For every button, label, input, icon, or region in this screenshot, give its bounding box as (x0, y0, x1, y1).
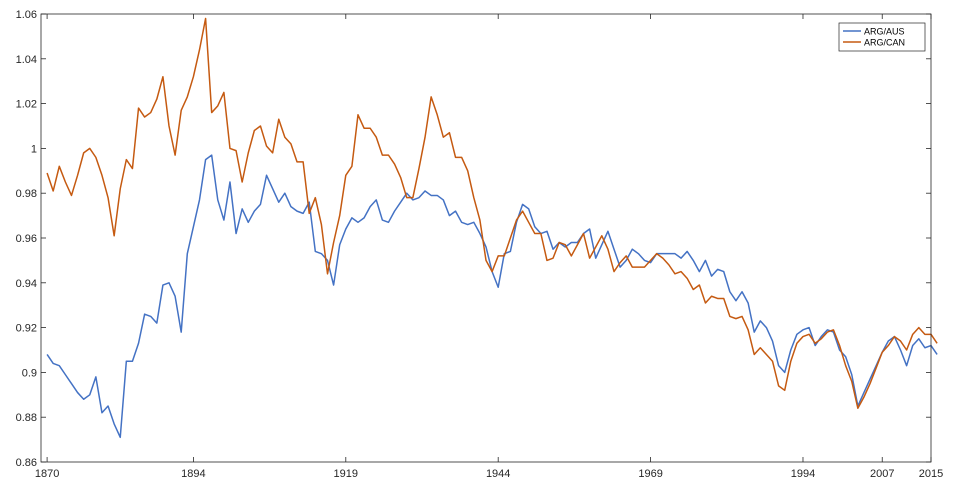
x-tick-label: 1919 (334, 468, 358, 480)
y-tick-label: 1 (31, 143, 37, 155)
series-line-1 (46, 17, 938, 409)
x-tick-label: 2015 (919, 468, 943, 480)
x-tick-label: 1994 (791, 468, 815, 480)
y-tick-label: 0.9 (22, 367, 37, 379)
y-tick-label: 0.98 (16, 188, 37, 200)
y-tick-label: 0.96 (16, 233, 37, 245)
x-tick-label: 1894 (181, 468, 205, 480)
y-tick-label: 1.02 (16, 99, 37, 111)
x-tick-label: 1969 (638, 468, 662, 480)
legend-box (838, 22, 926, 52)
y-tick-label: 0.94 (16, 278, 37, 290)
series-line-0 (46, 154, 938, 439)
x-tick-label: 1870 (35, 468, 59, 480)
y-tick-label: 1.06 (16, 9, 37, 21)
legend-label-0: ARG/AUS (864, 27, 905, 37)
x-tick-label: 2007 (870, 468, 894, 480)
y-tick-label: 0.92 (16, 323, 37, 335)
legend-label-1: ARG/CAN (864, 38, 905, 48)
y-tick-label: 1.04 (16, 54, 37, 66)
axes-box (40, 13, 932, 463)
axes: 0.86 0.88 0.9 0.92 0.94 0.96 0.98 1 1.02 1.04 1.06… (16, 9, 944, 480)
plot-area (46, 17, 938, 439)
y-tick-label: 0.86 (16, 457, 37, 469)
x-tick-label: 1944 (486, 468, 510, 480)
y-tick-label: 0.88 (16, 412, 37, 424)
